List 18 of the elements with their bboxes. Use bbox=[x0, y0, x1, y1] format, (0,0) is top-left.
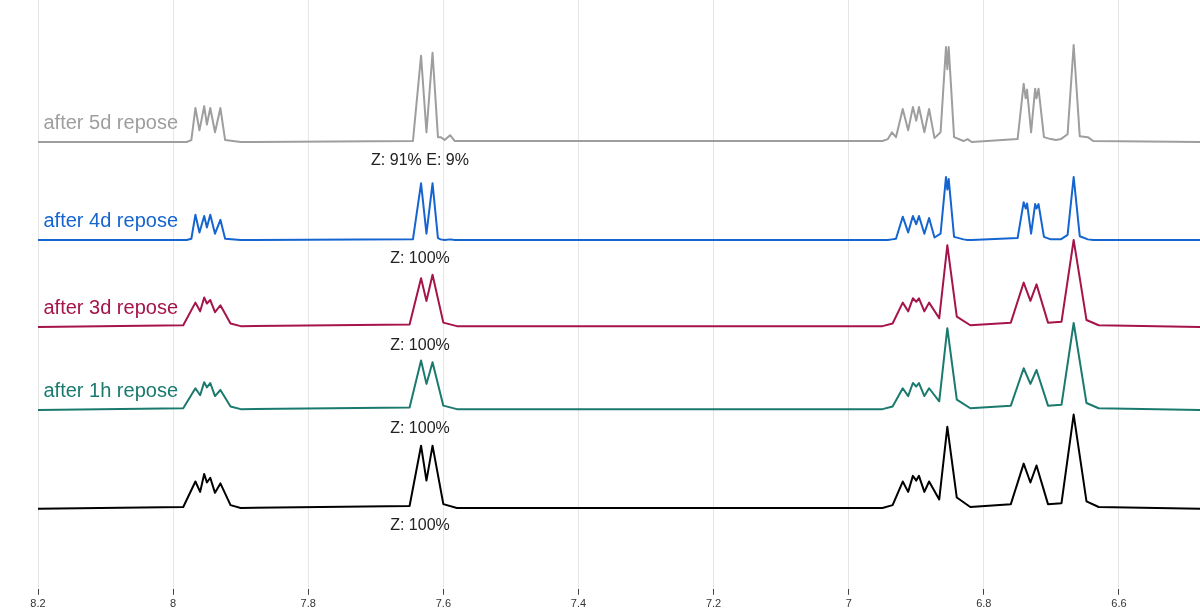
x-tick-label: 7 bbox=[845, 597, 852, 610]
series-label: after 1h repose bbox=[43, 378, 178, 401]
x-tick-label: 7.2 bbox=[705, 597, 722, 610]
annotation: Z: 100% bbox=[389, 418, 451, 438]
series-label: after 3d repose bbox=[43, 295, 178, 318]
annotation: Z: 100% bbox=[389, 248, 451, 268]
series-label: after 5d repose bbox=[43, 110, 178, 133]
text: Z: 100% bbox=[389, 515, 451, 535]
x-tick-label: 7.8 bbox=[300, 597, 316, 610]
series-label: after 4d repose bbox=[43, 208, 178, 231]
text: Z: 91% E: 9% bbox=[370, 150, 470, 170]
x-tick-label: 7.4 bbox=[570, 597, 587, 610]
x-tick-label: 8.2 bbox=[30, 597, 46, 610]
x-tick-label: 6.8 bbox=[976, 597, 992, 610]
x-tick-label: 6.6 bbox=[1111, 597, 1127, 610]
x-tick-label: 7.6 bbox=[435, 597, 451, 610]
x-tick-label: 8 bbox=[170, 597, 177, 610]
annotation: Z: 100% bbox=[389, 335, 451, 355]
